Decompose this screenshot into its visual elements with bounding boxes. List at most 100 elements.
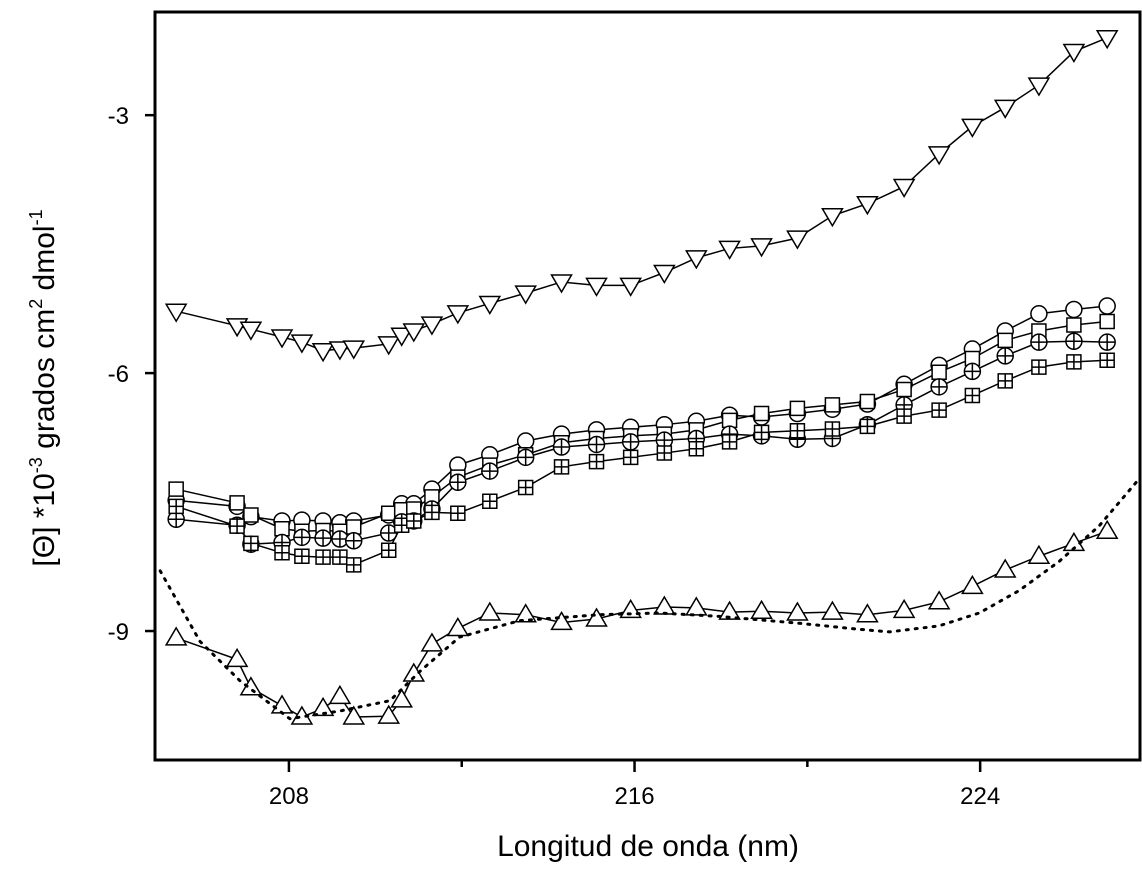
data-point xyxy=(653,595,676,615)
data-point xyxy=(718,600,741,620)
data-point xyxy=(859,393,876,410)
data-point xyxy=(342,340,366,360)
data-point xyxy=(896,408,912,424)
y-axis-label-part: -1 xyxy=(26,209,46,225)
data-point xyxy=(550,274,573,294)
data-point xyxy=(688,441,705,457)
data-point xyxy=(821,208,844,228)
series-line xyxy=(175,305,1108,524)
data-point xyxy=(685,596,708,616)
data-point xyxy=(168,498,184,515)
data-point xyxy=(274,545,290,561)
data-point xyxy=(653,264,676,284)
data-point xyxy=(516,448,535,467)
plot-frame xyxy=(153,10,1142,762)
x-tick-label: 224 xyxy=(960,783,1000,810)
data-point xyxy=(345,557,362,573)
data-point xyxy=(588,453,605,470)
data-point xyxy=(225,647,249,668)
data-point xyxy=(927,590,951,610)
data-point xyxy=(930,378,948,396)
data-point xyxy=(1030,305,1048,323)
data-point xyxy=(239,676,263,696)
data-point xyxy=(786,230,809,250)
data-point xyxy=(377,704,401,724)
data-point xyxy=(1099,313,1115,330)
data-point xyxy=(1095,519,1119,540)
data-point xyxy=(380,505,397,521)
data-point xyxy=(621,433,640,451)
data-point xyxy=(450,505,466,521)
x-axis-label: Longitud de onda (nm) xyxy=(497,830,799,863)
data-point xyxy=(553,459,570,475)
data-point xyxy=(996,347,1014,365)
data-point xyxy=(420,316,444,336)
data-point xyxy=(859,418,876,435)
data-point xyxy=(344,532,363,550)
data-point xyxy=(168,481,184,497)
data-point xyxy=(311,342,335,363)
data-point xyxy=(896,381,912,398)
data-point xyxy=(993,99,1017,119)
data-point xyxy=(786,601,809,621)
series-line xyxy=(158,477,1141,721)
data-point xyxy=(314,529,332,547)
data-point xyxy=(892,598,916,619)
data-point xyxy=(1030,333,1048,351)
data-point xyxy=(229,495,245,511)
y-tick-label: -6 xyxy=(108,361,129,388)
y-axis-label: [Θ] *10-3 grados cm2 dmol-1 xyxy=(26,209,61,566)
data-point xyxy=(721,412,738,429)
series-line xyxy=(175,37,1108,352)
data-point xyxy=(390,327,413,347)
data-point xyxy=(718,240,741,260)
data-point xyxy=(552,438,571,456)
x-tick-label: 208 xyxy=(269,783,309,810)
data-point xyxy=(167,510,185,528)
y-tick-label: -3 xyxy=(108,103,129,130)
data-point xyxy=(1031,359,1047,375)
data-point xyxy=(345,519,362,535)
data-point xyxy=(753,405,770,422)
data-point xyxy=(517,479,534,496)
data-point xyxy=(619,598,642,619)
data-point xyxy=(481,462,499,480)
data-point xyxy=(402,323,426,343)
data-point xyxy=(1098,297,1116,315)
data-point xyxy=(856,195,879,216)
data-point xyxy=(961,118,984,138)
data-point xyxy=(721,434,738,450)
data-point xyxy=(446,305,470,325)
data-point xyxy=(856,603,879,623)
data-point xyxy=(164,303,188,323)
data-point xyxy=(406,513,422,529)
data-point xyxy=(449,473,467,491)
data-point xyxy=(239,321,263,341)
data-point xyxy=(964,387,981,404)
data-point xyxy=(274,520,290,537)
data-point xyxy=(821,600,844,620)
x-tick-label: 216 xyxy=(615,783,655,810)
data-point xyxy=(931,364,947,380)
data-point xyxy=(331,530,349,548)
data-point xyxy=(478,601,502,621)
data-point xyxy=(931,402,947,418)
data-point xyxy=(619,277,642,297)
data-point xyxy=(824,397,841,413)
data-point xyxy=(290,334,314,354)
data-point xyxy=(927,146,951,166)
y-axis-label-part: grados cm xyxy=(28,309,61,457)
data-point xyxy=(332,549,348,565)
data-point xyxy=(963,362,982,381)
data-point xyxy=(892,178,916,199)
data-point xyxy=(424,504,440,521)
data-point xyxy=(393,517,410,534)
data-point xyxy=(750,238,773,258)
data-point xyxy=(342,705,366,725)
data-point xyxy=(243,535,259,552)
data-point xyxy=(516,432,535,450)
data-point xyxy=(997,373,1013,389)
data-point xyxy=(550,610,573,631)
